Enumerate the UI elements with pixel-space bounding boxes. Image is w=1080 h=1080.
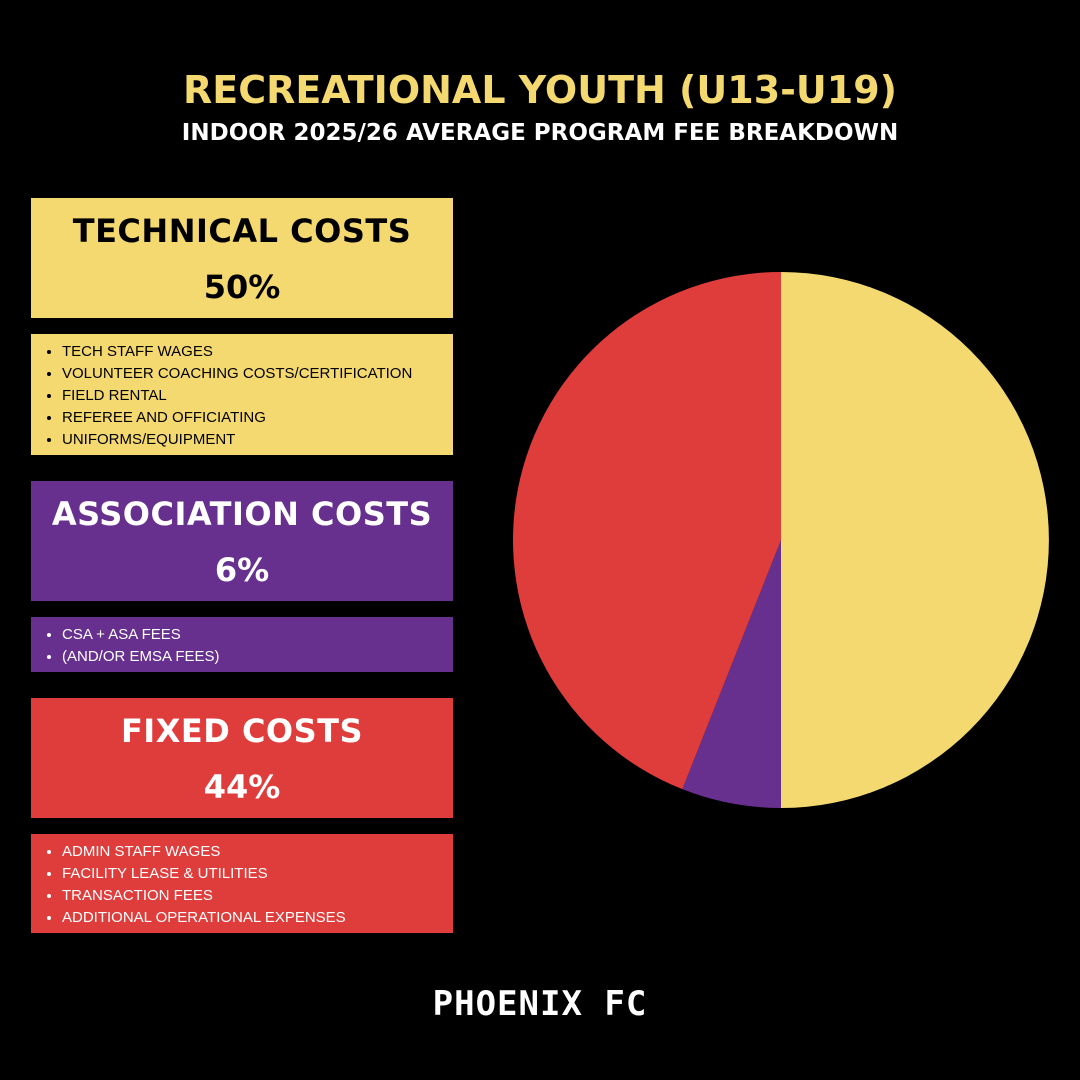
legend-header: FIXED COSTS 44% xyxy=(31,698,453,818)
legend-header: TECHNICAL COSTS 50% xyxy=(31,198,453,318)
detail-item: UNIFORMS/EQUIPMENT xyxy=(62,429,453,451)
detail-item: ADDITIONAL OPERATIONAL EXPENSES xyxy=(62,907,453,929)
detail-item: CSA + ASA FEES xyxy=(62,624,453,646)
legend-category: TECHNICAL COSTS xyxy=(72,212,412,250)
detail-item: ADMIN STAFF WAGES xyxy=(62,841,453,863)
detail-item: (AND/OR EMSA FEES) xyxy=(62,646,453,668)
pie-slice xyxy=(781,272,1049,808)
legend-percent: 6% xyxy=(214,551,270,589)
detail-item: VOLUNTEER COACHING COSTS/CERTIFICATION xyxy=(62,363,453,385)
detail-item: REFEREE AND OFFICIATING xyxy=(62,407,453,429)
chart-title: RECREATIONAL YOUTH (U13-U19) xyxy=(182,68,898,112)
detail-item: TECH STAFF WAGES xyxy=(62,341,453,363)
detail-item: FIELD RENTAL xyxy=(62,385,453,407)
legend-percent: 50% xyxy=(203,268,281,306)
detail-list: ADMIN STAFF WAGESFACILITY LEASE & UTILIT… xyxy=(31,834,453,933)
legend-category: ASSOCIATION COSTS xyxy=(51,495,433,533)
detail-list: CSA + ASA FEES(AND/OR EMSA FEES) xyxy=(31,617,453,672)
legend-category: FIXED COSTS xyxy=(120,712,364,750)
chart-subtitle: INDOOR 2025/26 AVERAGE PROGRAM FEE BREAK… xyxy=(181,120,899,146)
detail-list: TECH STAFF WAGESVOLUNTEER COACHING COSTS… xyxy=(31,334,453,455)
brand-logo: PHOENIX FC xyxy=(432,984,648,1024)
pie-slice xyxy=(682,540,781,808)
legend-percent: 44% xyxy=(203,768,281,806)
pie-slice xyxy=(512,272,781,790)
detail-item: TRANSACTION FEES xyxy=(62,885,453,907)
detail-item: FACILITY LEASE & UTILITIES xyxy=(62,863,453,885)
legend-header: ASSOCIATION COSTS 6% xyxy=(31,481,453,601)
